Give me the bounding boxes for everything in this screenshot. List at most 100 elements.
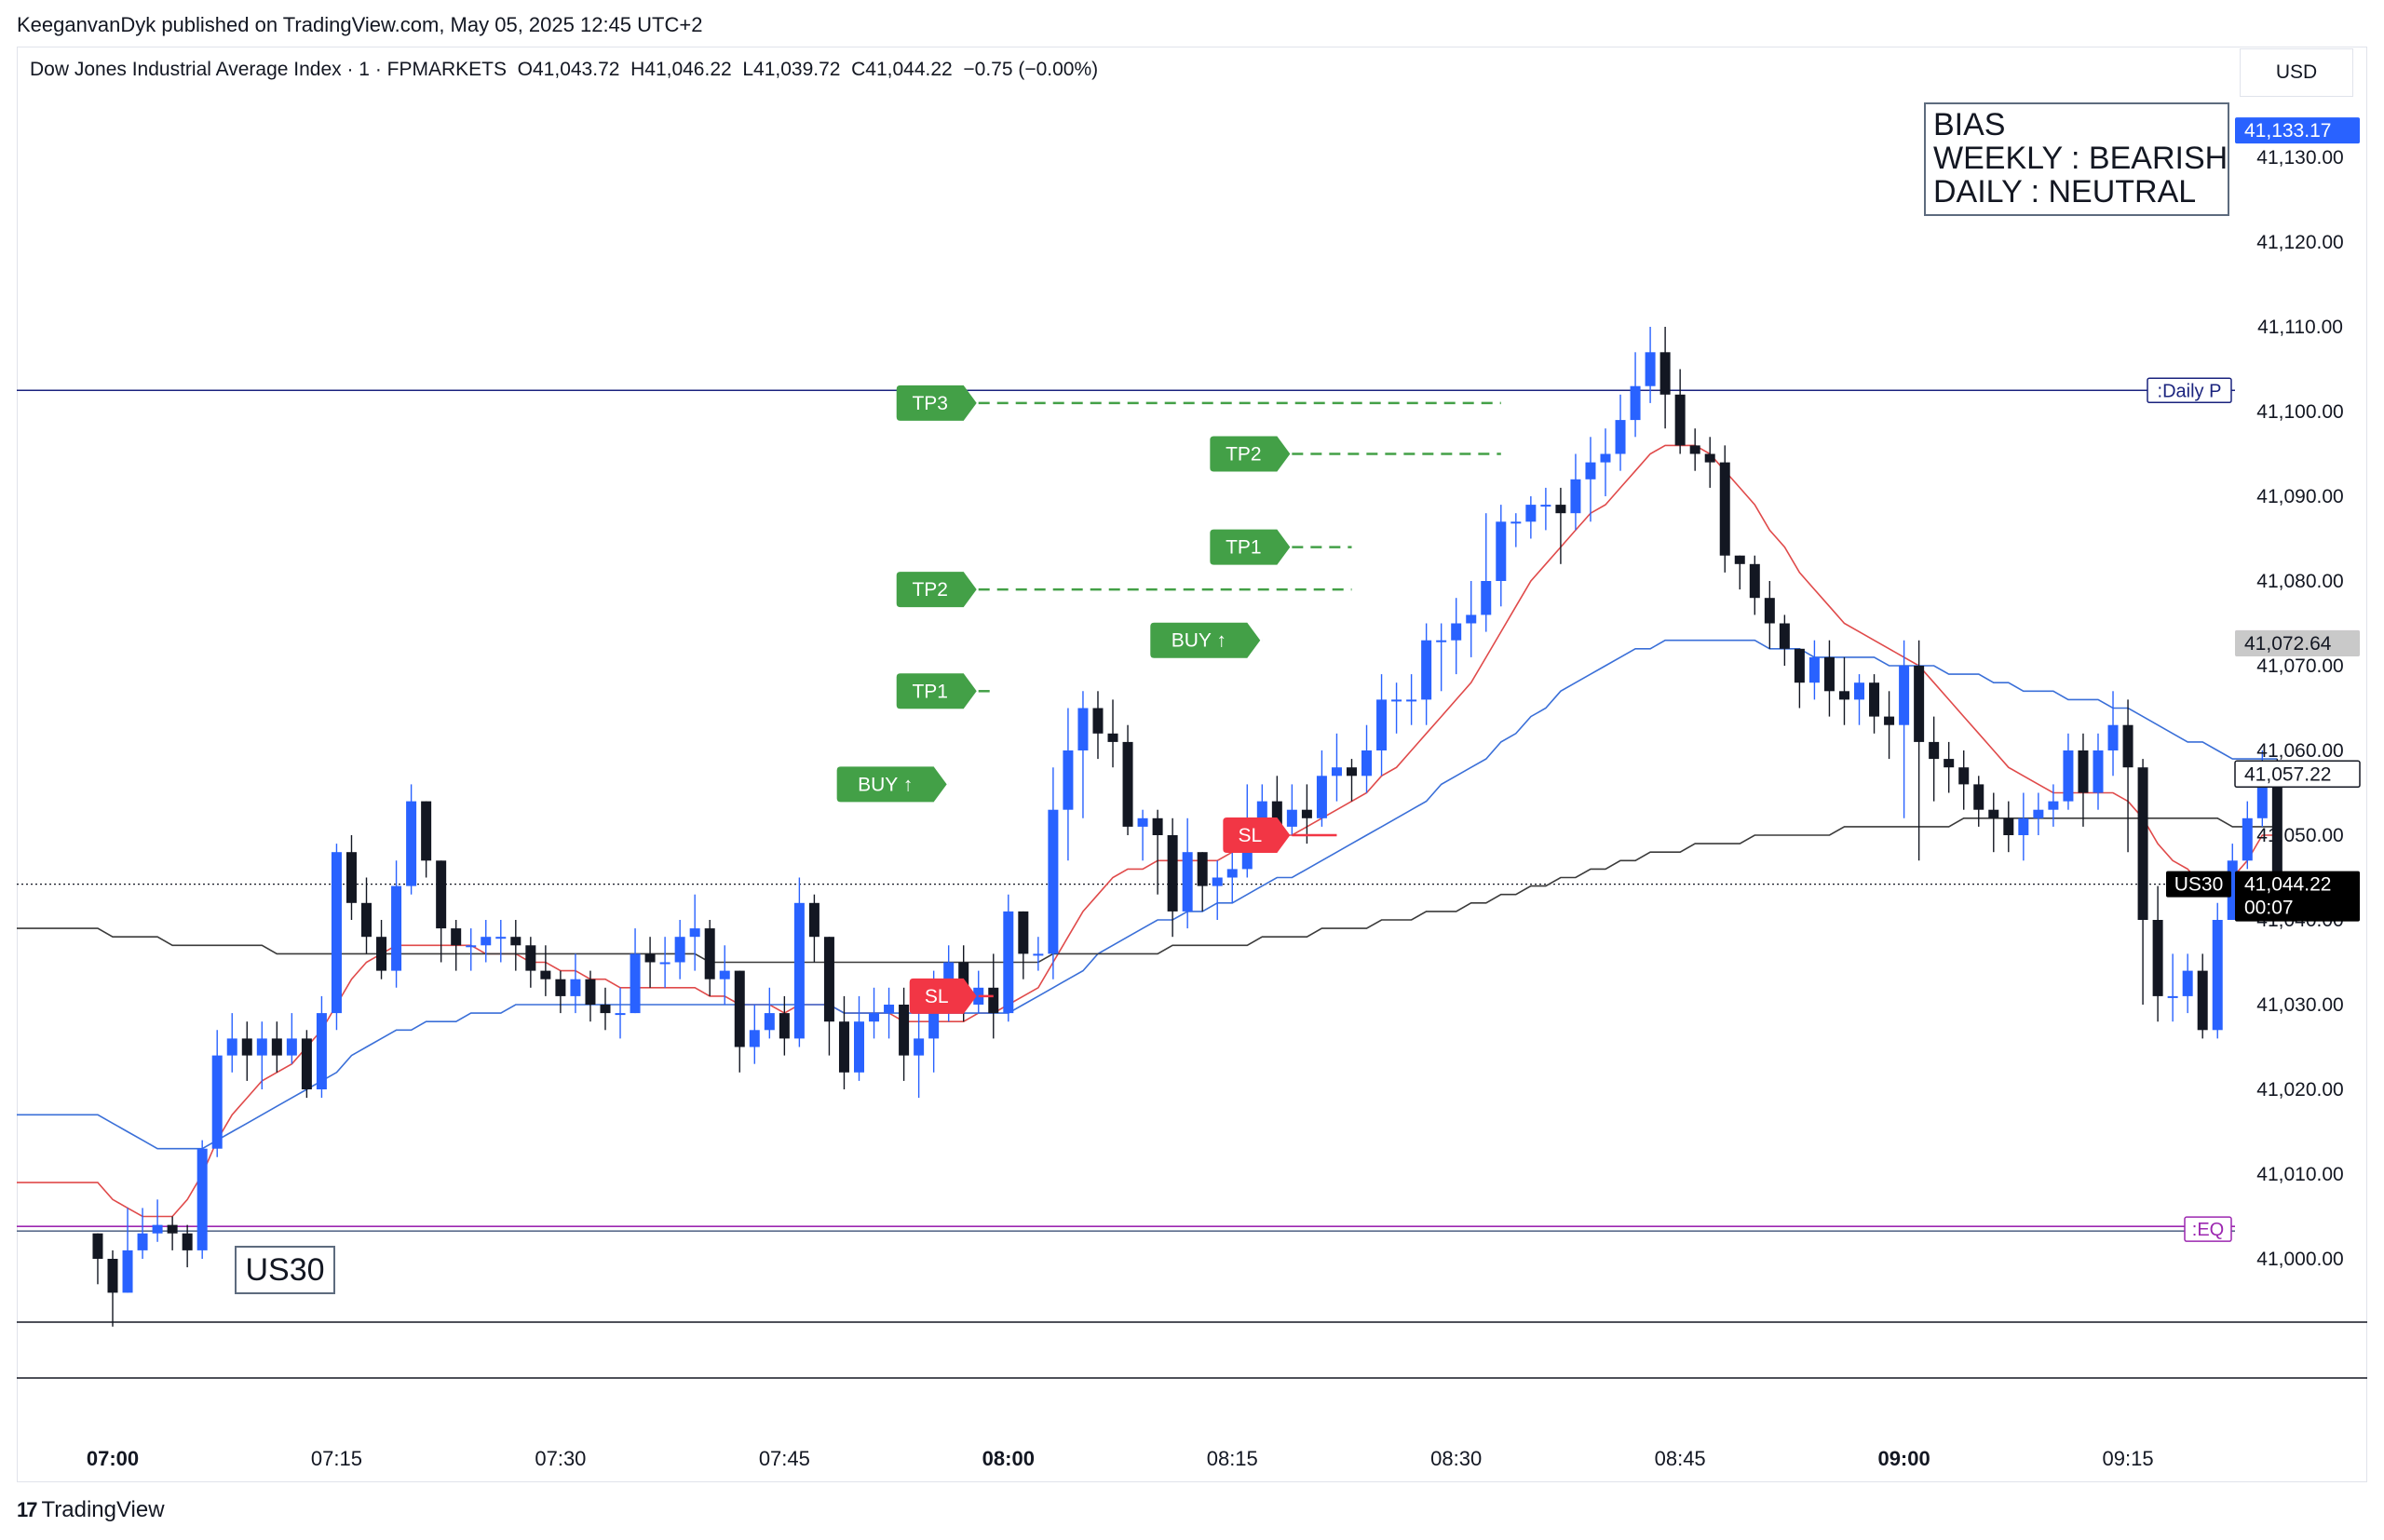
candle[interactable] [2003,801,2014,853]
candle[interactable] [107,1250,118,1327]
candle[interactable] [585,970,596,1022]
candle[interactable] [391,860,402,988]
candle[interactable] [2227,844,2238,920]
buy-signal-label[interactable]: BUY ↑ [836,766,949,803]
candle[interactable] [301,1030,312,1099]
candle[interactable] [749,1005,760,1064]
candle[interactable] [1689,428,1700,471]
candle[interactable] [2242,801,2253,870]
candle[interactable] [495,920,507,963]
tradingview-brand[interactable]: 17 TradingView [17,1497,165,1523]
stop-loss-label[interactable]: SL [1223,817,1337,853]
candle[interactable] [1854,674,1865,725]
candle[interactable] [182,1224,193,1268]
candle[interactable] [1092,691,1104,760]
candle[interactable] [510,920,522,971]
candle[interactable] [152,1199,163,1242]
candle[interactable] [1391,682,1402,734]
candle[interactable] [1212,860,1223,920]
candle[interactable] [1496,505,1507,607]
candle[interactable] [466,928,477,971]
candle[interactable] [1301,784,1312,844]
candle[interactable] [659,937,670,988]
candle[interactable] [436,860,447,963]
candle[interactable] [1122,724,1133,835]
candle[interactable] [345,835,357,920]
candle[interactable] [1808,640,1820,700]
candle[interactable] [884,987,895,1039]
candle[interactable] [376,920,387,979]
candle[interactable] [899,987,910,1081]
candle[interactable] [1137,809,1148,861]
candle[interactable] [1510,513,1522,547]
candle[interactable] [2197,953,2208,1039]
stop-loss-label[interactable]: SL [909,978,994,1014]
candle[interactable] [2152,885,2163,1022]
candle[interactable] [1645,327,1656,403]
buy-signal-label[interactable]: BUY ↑ [1150,622,1263,658]
candle[interactable] [167,1216,178,1250]
candle[interactable] [2182,953,2193,1014]
candle[interactable] [211,1030,223,1157]
candle[interactable] [137,1208,148,1259]
candle[interactable] [525,937,536,988]
candle[interactable] [331,844,342,1031]
candle[interactable] [1958,750,1970,810]
candle[interactable] [1436,623,1447,692]
candle[interactable] [823,937,834,1056]
candle[interactable] [600,987,611,1031]
candle[interactable] [316,995,327,1099]
candle[interactable] [1719,445,1730,573]
candle[interactable] [1615,394,1626,471]
candle[interactable] [1944,741,1955,793]
take-profit-label[interactable]: TP1 [1210,529,1352,565]
candle[interactable] [719,945,730,1005]
candle[interactable] [1107,699,1118,768]
candle[interactable] [451,920,462,971]
candle[interactable] [1481,513,1492,632]
candle[interactable] [1734,555,1745,590]
candle[interactable] [704,920,715,996]
candle[interactable] [1749,555,1760,615]
candle[interactable] [1331,733,1342,802]
candle[interactable] [1048,767,1059,979]
candle[interactable] [1555,487,1566,564]
take-profit-label[interactable]: TP2 [1210,436,1501,472]
candle[interactable] [1764,581,1775,649]
candle[interactable] [808,894,820,963]
candle[interactable] [421,801,432,878]
candle[interactable] [1077,691,1089,818]
candle[interactable] [92,1233,103,1285]
candle[interactable] [1033,937,1044,971]
candle[interactable] [2078,733,2089,827]
currency-button[interactable]: USD [2240,48,2353,97]
candle[interactable] [196,1140,208,1259]
candle[interactable] [286,1013,297,1064]
candle[interactable] [406,784,417,895]
candle[interactable] [854,995,864,1081]
candle[interactable] [1704,437,1715,488]
candle[interactable] [1018,911,1029,979]
candle[interactable] [2107,691,2119,777]
candle[interactable] [1585,437,1596,522]
candle[interactable] [256,1021,267,1089]
candle[interactable] [1600,428,1611,496]
candle[interactable] [1316,750,1327,827]
candle[interactable] [2063,733,2074,810]
candle[interactable] [1406,674,1417,725]
candle[interactable] [1779,615,1790,666]
candle[interactable] [1914,640,1925,861]
candle[interactable] [674,920,685,979]
candle[interactable] [1361,724,1373,793]
candle[interactable] [1421,623,1432,725]
candle[interactable] [1182,817,1193,929]
take-profit-label[interactable]: TP2 [896,572,1352,608]
candle[interactable] [2212,902,2223,1039]
candle[interactable] [540,945,551,996]
candle[interactable] [1988,792,1999,853]
candle[interactable] [615,987,626,1039]
candle[interactable] [241,1021,252,1081]
candle[interactable] [2093,733,2104,810]
candle[interactable] [226,1013,237,1073]
